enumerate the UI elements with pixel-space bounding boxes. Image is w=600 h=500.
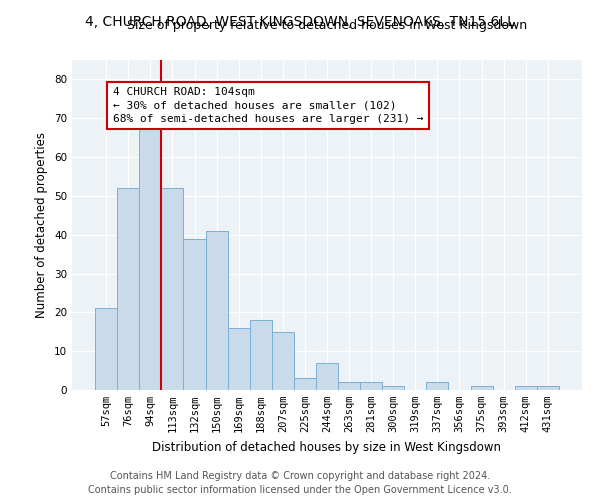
Bar <box>272 332 294 390</box>
Bar <box>161 188 184 390</box>
Bar <box>470 386 493 390</box>
Bar <box>316 363 338 390</box>
Bar <box>117 188 139 390</box>
Bar <box>382 386 404 390</box>
Bar <box>95 308 117 390</box>
Text: 4 CHURCH ROAD: 104sqm
← 30% of detached houses are smaller (102)
68% of semi-det: 4 CHURCH ROAD: 104sqm ← 30% of detached … <box>113 87 424 124</box>
Bar <box>184 238 206 390</box>
Bar <box>427 382 448 390</box>
Bar <box>360 382 382 390</box>
Bar <box>515 386 537 390</box>
Bar <box>250 320 272 390</box>
Y-axis label: Number of detached properties: Number of detached properties <box>35 132 49 318</box>
Text: Contains HM Land Registry data © Crown copyright and database right 2024.
Contai: Contains HM Land Registry data © Crown c… <box>88 471 512 495</box>
X-axis label: Distribution of detached houses by size in West Kingsdown: Distribution of detached houses by size … <box>152 440 502 454</box>
Bar <box>206 231 227 390</box>
Bar <box>338 382 360 390</box>
Text: 4, CHURCH ROAD, WEST KINGSDOWN, SEVENOAKS, TN15 6LL: 4, CHURCH ROAD, WEST KINGSDOWN, SEVENOAK… <box>85 15 515 29</box>
Bar <box>227 328 250 390</box>
Title: Size of property relative to detached houses in West Kingsdown: Size of property relative to detached ho… <box>127 20 527 32</box>
Bar <box>294 378 316 390</box>
Bar <box>139 126 161 390</box>
Bar <box>537 386 559 390</box>
